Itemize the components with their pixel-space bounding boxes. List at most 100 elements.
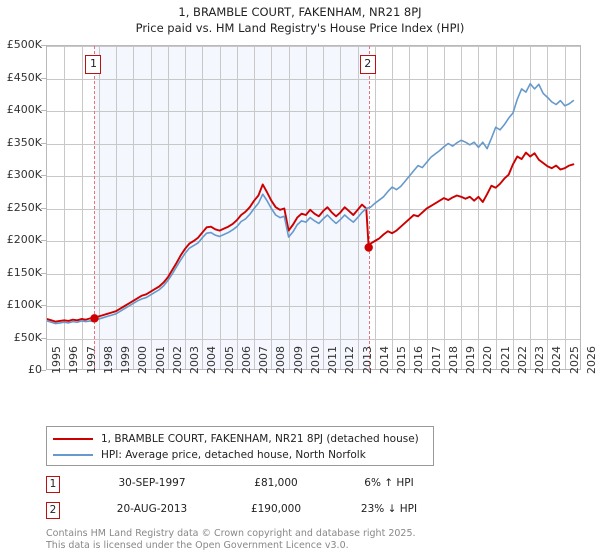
gridline-horizontal <box>47 176 580 177</box>
transaction-price-2: £190,000 <box>250 503 302 515</box>
y-axis-tick <box>41 77 46 79</box>
gridline-vertical <box>547 46 548 369</box>
x-axis-tick-label: 2014 <box>377 346 391 374</box>
x-axis-tick-label: 2003 <box>188 346 202 374</box>
gridline-horizontal <box>47 46 580 47</box>
event-marker-box-1[interactable]: 1 <box>85 55 102 74</box>
x-axis-tick-label: 2006 <box>239 346 253 374</box>
legend-color-swatch-property <box>53 437 93 440</box>
y-axis-tick <box>41 110 46 111</box>
gridline-vertical <box>461 46 462 369</box>
gridline-horizontal <box>47 306 580 307</box>
x-axis-tick-label: 2002 <box>170 346 184 374</box>
sale-point-marker-2 <box>364 243 373 252</box>
x-axis-tick-label: 2012 <box>343 346 357 374</box>
y-axis-tick <box>41 305 46 306</box>
page-subtitle: Price paid vs. HM Land Registry's House … <box>135 21 465 35</box>
x-axis-tick-label: 2007 <box>257 346 271 374</box>
table-row: 1 30-SEP-1997 £81,000 6% ↑ HPI <box>46 474 446 500</box>
gridline-horizontal <box>47 111 580 112</box>
x-axis-tick-label: 2005 <box>222 346 236 374</box>
x-axis-tick-label: 2026 <box>585 346 598 374</box>
gridline-horizontal <box>47 144 580 145</box>
y-axis-tick <box>41 207 46 209</box>
transaction-hpi-delta-1: 6% ↑ HPI <box>364 477 414 489</box>
x-axis-tick-label: 2017 <box>429 346 443 374</box>
gridline-vertical <box>306 46 307 369</box>
x-axis-tick-label: 2020 <box>481 346 495 374</box>
gridline-vertical <box>116 46 117 369</box>
x-axis-tick-label: 1997 <box>84 346 98 374</box>
x-axis-tick-label: 2001 <box>153 346 167 374</box>
y-axis-tick-label: £0 <box>28 363 42 376</box>
legend-color-swatch-hpi <box>53 453 93 456</box>
table-row: 2 20-AUG-2013 £190,000 23% ↓ HPI <box>46 500 446 526</box>
x-axis-tick-label: 2013 <box>360 346 374 374</box>
gridline-vertical <box>530 46 531 369</box>
footer-line-2: This data is licensed under the Open Gov… <box>46 539 349 551</box>
x-axis-tick-label: 2021 <box>498 346 512 374</box>
transaction-date-2: 20-AUG-2013 <box>116 503 188 515</box>
x-axis-tick-label: 2008 <box>274 346 288 374</box>
y-axis-tick-label: £450K <box>6 70 42 84</box>
y-axis-tick-label: £400K <box>6 103 42 116</box>
y-axis-tick-label: £300K <box>6 168 42 181</box>
x-axis-tick-label: 2011 <box>326 346 340 374</box>
transaction-badge-2: 2 <box>46 502 60 519</box>
x-axis-tick-label: 2022 <box>515 346 529 374</box>
y-axis-tick <box>41 175 46 176</box>
gridline-vertical <box>409 46 410 369</box>
x-axis-tick-label: 2004 <box>205 346 219 374</box>
y-axis-tick-label: £500K <box>6 38 42 51</box>
y-axis-tick-label: £350K <box>6 135 42 149</box>
x-axis-tick-label: 2019 <box>464 346 478 374</box>
x-axis-tick-label: 2025 <box>567 346 581 374</box>
gridline-vertical <box>99 46 100 369</box>
y-axis-tick-label: £200K <box>6 233 42 246</box>
y-axis-tick <box>41 370 46 371</box>
gridline-vertical <box>392 46 393 369</box>
legend-label-property: 1, BRAMBLE COURT, FAKENHAM, NR21 8PJ (de… <box>101 432 419 445</box>
x-axis-tick-label: 2009 <box>291 346 305 374</box>
gridline-horizontal <box>47 241 580 242</box>
x-axis-tick-label: 1998 <box>101 346 115 374</box>
chart-plot-area <box>46 45 581 370</box>
chart-legend: 1, BRAMBLE COURT, FAKENHAM, NR21 8PJ (de… <box>46 426 434 466</box>
gridline-vertical <box>323 46 324 369</box>
x-axis-tick-label: 2018 <box>446 346 460 374</box>
series-line-hpi <box>47 82 575 325</box>
legend-item-property: 1, BRAMBLE COURT, FAKENHAM, NR21 8PJ (de… <box>53 431 427 446</box>
gridline-vertical <box>133 46 134 369</box>
x-axis-tick-label: 2016 <box>412 346 426 374</box>
transaction-badge-1: 1 <box>46 476 60 493</box>
legend-item-hpi: HPI: Average price, detached house, Nort… <box>53 447 427 462</box>
gridline-vertical <box>168 46 169 369</box>
event-line-1 <box>94 46 96 369</box>
gridline-vertical <box>444 46 445 369</box>
gridline-vertical <box>82 46 83 369</box>
x-axis-tick-label: 2023 <box>533 346 547 374</box>
gridline-vertical <box>237 46 238 369</box>
gridline-horizontal <box>47 339 580 340</box>
x-axis-tick-label: 1995 <box>50 346 63 374</box>
y-axis-tick <box>41 272 46 274</box>
transactions-table: 1 30-SEP-1997 £81,000 6% ↑ HPI 2 20-AUG-… <box>46 474 446 526</box>
gridline-vertical <box>375 46 376 369</box>
gridline-vertical <box>289 46 290 369</box>
gridline-vertical <box>340 46 341 369</box>
chart-header: 1, BRAMBLE COURT, FAKENHAM, NR21 8PJ Pri… <box>0 4 600 36</box>
y-axis-tick <box>41 240 46 241</box>
event-marker-box-2[interactable]: 2 <box>359 55 376 74</box>
x-axis-tick-label: 1996 <box>67 346 81 374</box>
y-axis-tick <box>41 45 46 46</box>
sale-point-marker-1 <box>90 314 99 323</box>
page-title: 1, BRAMBLE COURT, FAKENHAM, NR21 8PJ <box>178 5 422 19</box>
gridline-vertical <box>513 46 514 369</box>
gridline-vertical <box>478 46 479 369</box>
transaction-price-1: £81,000 <box>254 477 298 489</box>
x-axis-tick-label: 2024 <box>550 346 564 374</box>
x-axis-tick-label: 2015 <box>395 346 409 374</box>
x-axis-tick-label: 1999 <box>119 346 133 374</box>
x-axis-tick-label: 2000 <box>136 346 150 374</box>
footer-line-1: Contains HM Land Registry data © Crown c… <box>46 528 416 539</box>
